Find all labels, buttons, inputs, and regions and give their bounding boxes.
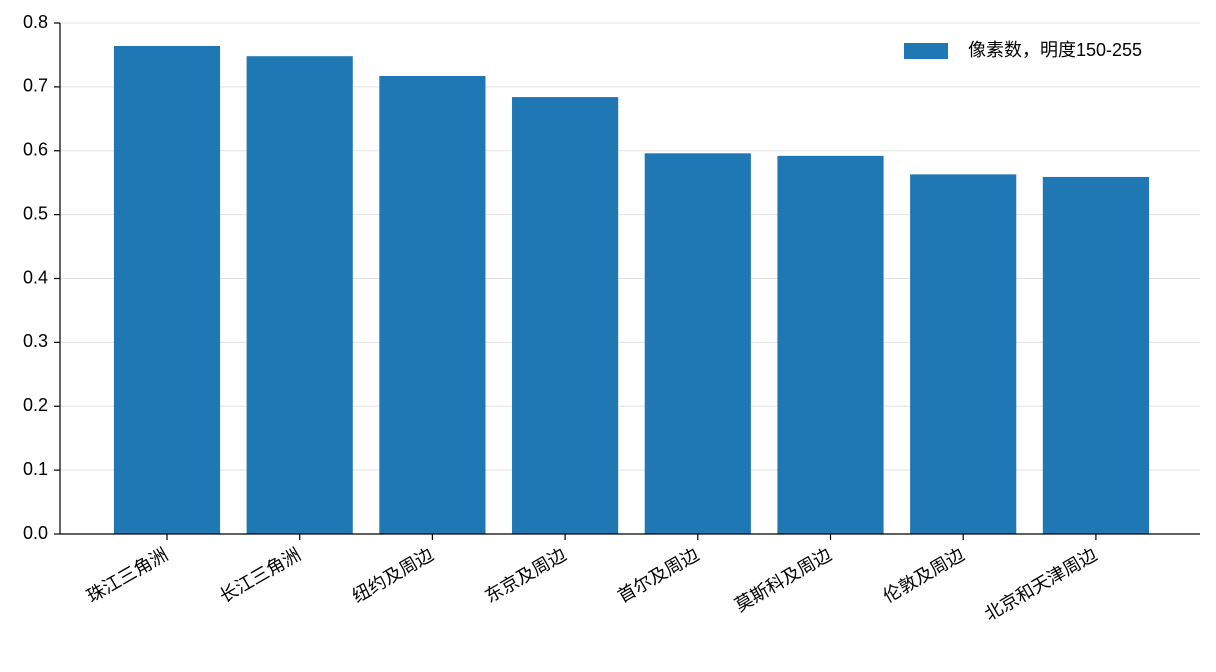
x-tick-label: 东京及周边 bbox=[482, 544, 570, 606]
x-tick-label: 纽约及周边 bbox=[349, 544, 437, 606]
bar bbox=[113, 45, 221, 535]
legend-label: 像素数，明度150-255 bbox=[968, 40, 1142, 60]
x-tick-label: 北京和天津周边 bbox=[981, 544, 1100, 624]
x-tick-label: 伦敦及周边 bbox=[880, 544, 968, 606]
bar bbox=[512, 97, 619, 534]
y-tick-label: 0.0 bbox=[23, 523, 48, 543]
bar bbox=[379, 76, 486, 535]
x-tick-label: 珠江三角洲 bbox=[83, 544, 171, 606]
x-tick-label: 长江三角洲 bbox=[216, 544, 304, 606]
bar bbox=[777, 155, 884, 535]
x-tick-label: 莫斯科及周边 bbox=[731, 544, 835, 615]
y-tick-label: 0.8 bbox=[23, 12, 48, 32]
y-tick-label: 0.4 bbox=[23, 267, 48, 287]
legend-swatch bbox=[904, 43, 948, 59]
bar bbox=[644, 153, 751, 534]
bar bbox=[910, 174, 1017, 535]
y-tick-label: 0.1 bbox=[23, 459, 48, 479]
bar bbox=[1042, 176, 1149, 534]
y-tick-label: 0.3 bbox=[23, 331, 48, 351]
y-tick-label: 0.7 bbox=[23, 76, 48, 96]
y-tick-label: 0.5 bbox=[23, 203, 48, 223]
y-tick-label: 0.6 bbox=[23, 140, 48, 160]
bar bbox=[246, 56, 353, 535]
y-tick-label: 0.2 bbox=[23, 395, 48, 415]
x-tick-label: 首尔及周边 bbox=[614, 544, 702, 606]
